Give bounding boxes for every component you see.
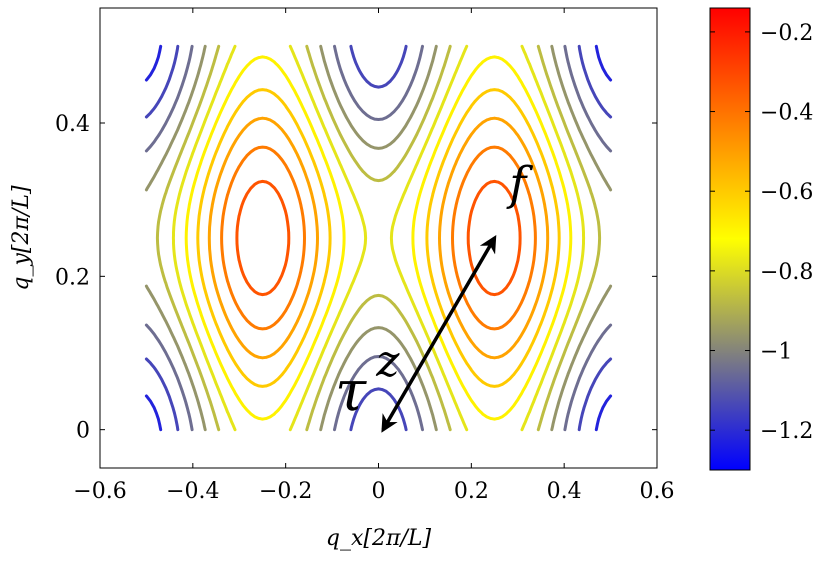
- y-tick-label: 0: [76, 419, 90, 444]
- contour-line: [144, 44, 613, 432]
- annotation-tau: τ: [335, 360, 367, 425]
- colorbar-ticks: −1.2 −1 −0.8 −0.6 −0.4 −0.2: [710, 21, 813, 444]
- y-axis-label: q_y[2π/L]: [9, 185, 34, 291]
- x-tick-label: −0.6: [73, 479, 126, 504]
- y-tick-label: 0.4: [55, 112, 90, 137]
- colorbar-tick-label: −1: [760, 340, 792, 365]
- contour-line: [207, 116, 550, 360]
- contour-line: [196, 88, 561, 388]
- x-tick-label: 0.2: [454, 479, 489, 504]
- x-axis-label: q_x[2π/L]: [326, 526, 432, 551]
- x-tick-label: −0.2: [259, 479, 312, 504]
- colorbar-tick-label: −0.2: [760, 21, 813, 46]
- contour-lines: [144, 44, 613, 432]
- x-tick-label: 0.6: [640, 479, 675, 504]
- contour-line: [235, 179, 522, 297]
- contour-line: [155, 44, 602, 432]
- colorbar: [709, 7, 751, 471]
- colorbar-tick-label: −0.6: [760, 180, 813, 205]
- annotations: f τ z: [335, 157, 533, 433]
- contour-line: [220, 145, 537, 331]
- y-tick-label: 0.2: [55, 265, 90, 290]
- arrow: [381, 234, 497, 433]
- x-tick-label: −0.4: [166, 479, 219, 504]
- x-tick-label: 0: [372, 479, 386, 504]
- colorbar-tick-label: −0.4: [760, 101, 813, 126]
- annotation-z: z: [375, 336, 400, 387]
- contour-line: [144, 44, 613, 432]
- annotation-f: f: [506, 157, 533, 211]
- axis-ticks: −0.6 −0.4 −0.2 0 0.2 0.4 0.6 0 0.2 0.4: [55, 8, 675, 504]
- colorbar-tick-label: −0.8: [760, 260, 813, 285]
- colorbar-tick-label: −1.2: [760, 419, 813, 444]
- x-tick-label: 0.4: [547, 479, 582, 504]
